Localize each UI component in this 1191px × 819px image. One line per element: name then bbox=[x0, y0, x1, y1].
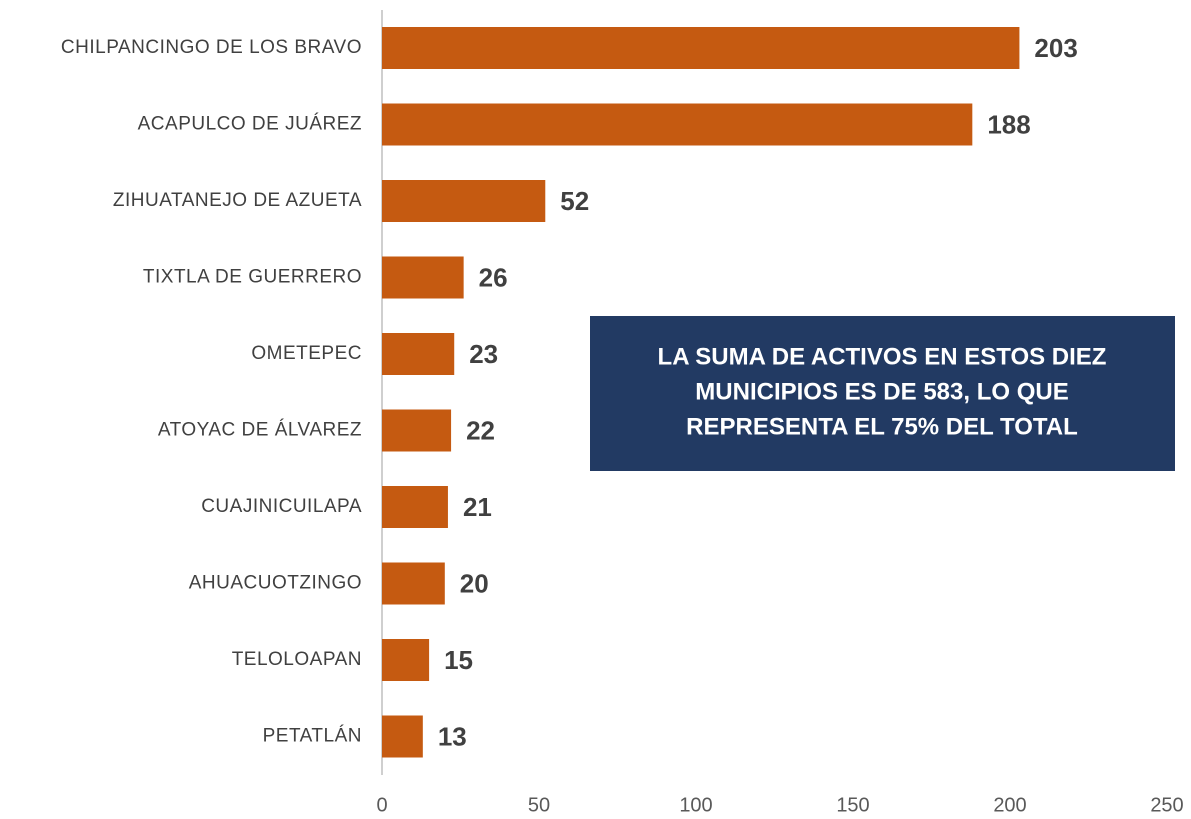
bar bbox=[382, 256, 464, 299]
y-tick-label: CHILPANCINGO DE LOS BRAVO bbox=[61, 37, 362, 58]
x-tick-label: 150 bbox=[836, 794, 869, 816]
bar bbox=[382, 562, 445, 605]
x-tick-label: 100 bbox=[679, 794, 712, 816]
y-tick-label: ATOYAC DE ÁLVAREZ bbox=[158, 420, 362, 441]
annotation-text: MUNICIPIOS ES DE 583, LO QUE bbox=[695, 378, 1068, 405]
x-tick-label: 250 bbox=[1150, 794, 1183, 816]
y-tick-label: PETATLÁN bbox=[263, 726, 362, 747]
y-tick-label: TIXTLA DE GUERRERO bbox=[143, 267, 362, 288]
y-tick-label: AHUACUOTZINGO bbox=[189, 573, 362, 594]
data-label: 26 bbox=[479, 262, 508, 292]
data-label: 22 bbox=[466, 415, 495, 445]
y-tick-label: CUAJINICUILAPA bbox=[201, 496, 362, 517]
bar bbox=[382, 333, 455, 375]
y-tick-label: ZIHUATANEJO DE AZUETA bbox=[113, 190, 362, 211]
bar bbox=[382, 103, 973, 146]
bar bbox=[382, 409, 452, 452]
bar bbox=[382, 180, 546, 222]
data-label: 52 bbox=[560, 186, 589, 216]
data-label: 23 bbox=[469, 339, 498, 369]
annotation-text: LA SUMA DE ACTIVOS EN ESTOS DIEZ bbox=[658, 343, 1107, 370]
x-tick-label: 200 bbox=[993, 794, 1026, 816]
bar bbox=[382, 486, 448, 528]
x-tick-label: 50 bbox=[528, 794, 550, 816]
data-label: 13 bbox=[438, 721, 467, 751]
y-tick-label: ACAPULCO DE JUÁREZ bbox=[138, 114, 362, 135]
annotation-text: REPRESENTA EL 75% DEL TOTAL bbox=[686, 413, 1078, 440]
y-tick-label: TELOLOAPAN bbox=[232, 649, 362, 670]
data-label: 188 bbox=[987, 109, 1030, 139]
x-tick-label: 0 bbox=[376, 794, 387, 816]
data-label: 203 bbox=[1034, 33, 1077, 63]
y-tick-label: OMETEPEC bbox=[251, 343, 362, 364]
bar bbox=[382, 639, 430, 681]
data-label: 15 bbox=[444, 645, 473, 675]
annotation-box bbox=[590, 316, 1175, 471]
bar bbox=[382, 715, 423, 758]
bar bbox=[382, 27, 1020, 69]
data-label: 21 bbox=[463, 492, 492, 522]
data-label: 20 bbox=[460, 568, 489, 598]
